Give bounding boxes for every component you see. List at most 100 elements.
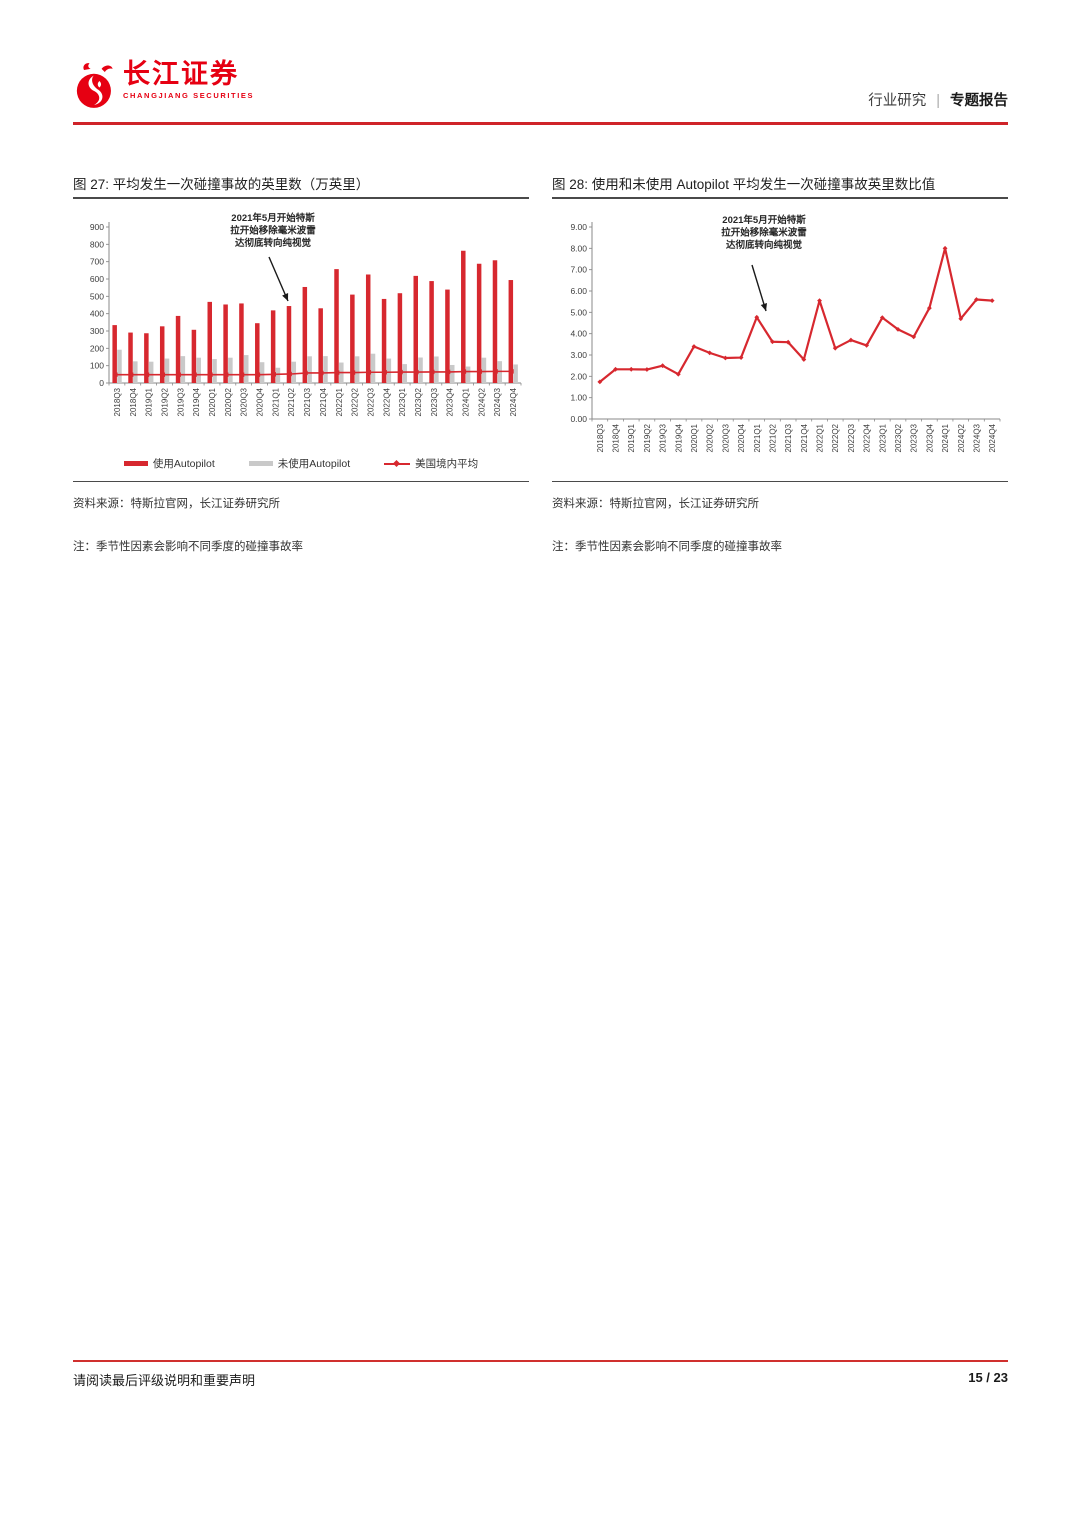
- bar-no-autopilot: [402, 363, 407, 383]
- x-axis-tick-label: 2022Q4: [382, 387, 391, 416]
- x-axis-tick-label: 2020Q2: [224, 387, 233, 416]
- x-axis-tick-label: 2024Q1: [941, 423, 950, 452]
- y-axis-tick-label: 800: [90, 239, 104, 249]
- figures-row: 图 27: 平均发生一次碰撞事故的英里数（万英里） 0 100 200 300 400 5…: [73, 176, 1008, 554]
- bar-autopilot: [381, 298, 387, 383]
- x-axis-tick-label: 2020Q1: [690, 423, 699, 452]
- bar-no-autopilot: [148, 361, 154, 383]
- legend-item-0: 使用Autopilot: [123, 456, 215, 471]
- x-axis-tick-label: 2023Q1: [878, 423, 887, 452]
- x-axis-tick-label: 2024Q4: [988, 423, 997, 452]
- chart-legend: 使用Autopilot 未使用Autopilot 美国境内平均: [73, 453, 529, 475]
- x-axis-tick-label: 2021Q4: [319, 387, 328, 416]
- brand-name-cn: 长江证券: [123, 59, 239, 89]
- x-axis-tick-label: 2023Q4: [446, 387, 455, 416]
- bar-autopilot: [270, 309, 276, 383]
- bar-autopilot: [365, 274, 371, 383]
- y-axis-tick-label: 5.00: [570, 307, 587, 317]
- bar-autopilot: [508, 279, 514, 383]
- y-axis-tick-label: 6.00: [570, 286, 587, 296]
- bar-no-autopilot: [275, 367, 281, 383]
- line-marker: [832, 345, 838, 351]
- x-axis-tick-label: 2024Q2: [477, 387, 486, 416]
- y-axis-tick-label: 200: [90, 343, 104, 353]
- bar-no-autopilot: [117, 349, 122, 383]
- report-classification: 行业研究 | 专题报告: [868, 89, 1008, 118]
- y-axis-tick-label: 7.00: [570, 264, 587, 274]
- figure-27-note: 注：季节性因素会影响不同季度的碰撞事故率: [73, 541, 303, 554]
- legend-label: 使用Autopilot: [152, 458, 215, 471]
- x-axis-tick-label: 2023Q2: [414, 387, 423, 416]
- brand-name-en: CHANGJIANG SECURITIES: [123, 91, 255, 100]
- figure-bottom-rule: [73, 480, 529, 483]
- report-type: 专题报告: [950, 93, 1008, 109]
- bar-no-autopilot: [196, 357, 201, 383]
- chart-annotation-text: 达彻底转向纯视觉: [235, 237, 312, 249]
- bar-autopilot: [445, 289, 450, 383]
- autopilot-ratio-line-chart: 0.00 1.00 2.00 3.00 4.00 5.00 6.00 7.00 8.00 9.00…: [570, 214, 1001, 452]
- x-axis-tick-label: 2023Q3: [430, 387, 439, 416]
- figure-28-source: 资料来源：特斯拉官网，长江证券研究所: [552, 498, 759, 511]
- y-axis-tick-label: 100: [90, 360, 104, 370]
- miles-per-accident-bar-chart: 0 100 200 300 400 500 600 700 800 900 2018Q3 2018Q4…: [90, 212, 522, 416]
- legend-bar-swatch: [248, 461, 273, 467]
- x-axis-tick-label: 2021Q1: [271, 387, 280, 416]
- x-axis-tick-label: 2022Q1: [335, 387, 344, 416]
- caption-rule: [73, 197, 529, 199]
- line-marker: [644, 366, 650, 372]
- legend-marker-icon: [393, 459, 401, 467]
- x-axis-tick-label: 2018Q3: [113, 387, 122, 416]
- bar-no-autopilot: [513, 364, 518, 383]
- footer-rule: [73, 1360, 1008, 1362]
- bar-autopilot: [429, 280, 434, 383]
- x-axis-tick-label: 2024Q2: [957, 423, 966, 452]
- x-axis-tick-label: 2019Q3: [659, 423, 668, 452]
- figure-28: 图 28: 使用和未使用 Autopilot 平均发生一次碰撞事故英里数比值 0…: [552, 176, 1008, 554]
- x-axis-tick-label: 2020Q4: [737, 423, 746, 452]
- bar-no-autopilot: [307, 355, 312, 383]
- x-axis-tick-label: 2021Q2: [768, 423, 777, 452]
- x-axis-tick-label: 2019Q2: [643, 423, 652, 452]
- bar-no-autopilot: [259, 361, 265, 383]
- y-axis-tick-label: 1.00: [570, 392, 587, 402]
- y-axis-tick-label: 400: [90, 308, 104, 318]
- bar-autopilot: [207, 301, 212, 383]
- line-marker: [942, 245, 948, 251]
- x-axis-tick-label: 2024Q3: [493, 387, 502, 416]
- bar-no-autopilot: [465, 366, 471, 383]
- x-axis-tick-label: 2021Q3: [303, 387, 312, 416]
- page-number: 15 / 23: [968, 1370, 1008, 1385]
- line-marker: [691, 343, 697, 349]
- figure-28-note: 注：季节性因素会影响不同季度的碰撞事故率: [552, 541, 782, 554]
- x-axis-tick-label: 2023Q3: [910, 423, 919, 452]
- page-header: 长江证券 CHANGJIANG SECURITIES 行业研究 | 专题报告: [73, 60, 1008, 118]
- line-marker: [660, 362, 666, 368]
- bar-autopilot: [397, 292, 403, 383]
- bar-autopilot: [286, 305, 292, 383]
- line-marker: [754, 314, 760, 320]
- legend-line-swatch: [384, 459, 411, 467]
- bar-no-autopilot: [418, 357, 423, 383]
- bar-no-autopilot: [449, 364, 455, 383]
- x-axis-tick-label: 2019Q3: [176, 387, 185, 416]
- chart-annotation-text: 拉开始移除毫米波雷: [230, 224, 316, 236]
- y-axis-tick-label: 0.00: [570, 414, 587, 424]
- bar-autopilot: [128, 332, 133, 383]
- bar-no-autopilot: [481, 357, 487, 383]
- bar-no-autopilot: [370, 353, 376, 383]
- y-axis-tick-label: 700: [90, 256, 104, 266]
- bar-autopilot: [255, 322, 260, 383]
- bar-no-autopilot: [434, 356, 439, 383]
- x-axis-tick-label: 2019Q1: [627, 423, 636, 452]
- x-axis-tick-label: 2018Q4: [612, 423, 621, 452]
- bar-autopilot: [239, 303, 244, 383]
- x-axis-tick-label: 2024Q4: [509, 387, 518, 416]
- legend-label: 美国境内平均: [415, 458, 479, 471]
- report-category: 行业研究: [868, 93, 927, 109]
- line-marker: [628, 366, 634, 372]
- x-axis-tick-label: 2021Q3: [784, 423, 793, 452]
- x-axis-tick-label: 2022Q3: [366, 387, 375, 416]
- bar-no-autopilot: [323, 355, 328, 383]
- figure-27-caption: 图 27: 平均发生一次碰撞事故的英里数（万英里）: [73, 177, 370, 192]
